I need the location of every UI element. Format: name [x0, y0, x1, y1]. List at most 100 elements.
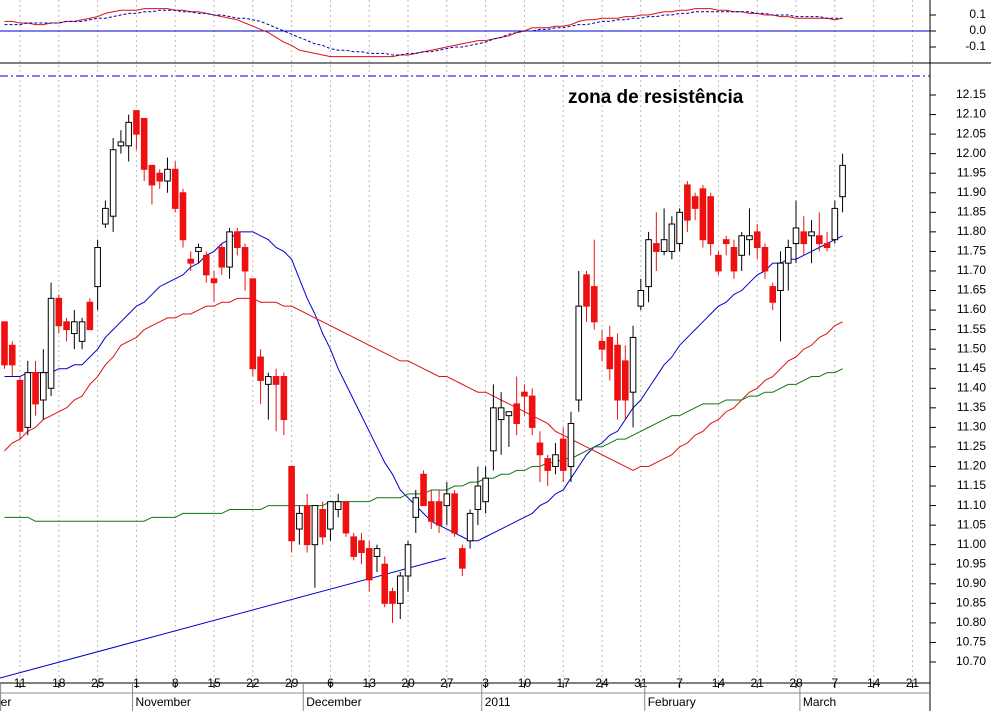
candle-body	[567, 422, 575, 467]
candle-body	[645, 239, 652, 288]
candle-body	[187, 258, 195, 264]
candle-body	[125, 121, 132, 147]
candle-body	[831, 207, 839, 241]
candle-body	[195, 247, 202, 252]
candle-body	[435, 501, 443, 526]
candle-body	[1, 321, 8, 366]
x-tick-label: 15	[207, 676, 221, 690]
candle-body	[16, 379, 24, 432]
candle-body	[389, 591, 396, 604]
moving-average	[4, 231, 843, 542]
candle-body	[521, 391, 528, 397]
y-tick-label: 11.85	[957, 204, 986, 218]
y-tick-label: 11.15	[957, 478, 986, 492]
candle-body	[420, 473, 427, 507]
candle-body	[109, 149, 117, 217]
candle-body	[753, 231, 761, 249]
y2-tick-label: 0.0	[969, 23, 986, 37]
candle-body	[761, 247, 769, 272]
candle-body	[303, 505, 311, 546]
y-tick-label: 10.95	[956, 556, 986, 570]
candle-body	[451, 493, 458, 534]
y-tick-label: 12.00	[956, 146, 986, 160]
candle-body	[699, 188, 707, 241]
x-tick-label: 22	[246, 676, 260, 690]
candle-body	[117, 141, 125, 147]
x-tick-label: 7	[831, 676, 838, 690]
candle-body	[715, 254, 722, 272]
candle-body	[78, 321, 86, 342]
x-tick-label: 17	[557, 676, 571, 690]
candle-body	[614, 344, 621, 401]
y-tick-label: 10.85	[956, 596, 986, 610]
candle-body	[94, 247, 101, 288]
candle-body	[575, 305, 583, 401]
candle-body	[210, 278, 218, 284]
candle-body	[691, 196, 699, 209]
annotation: zona de resistência	[568, 87, 744, 108]
x-tick-label: 24	[595, 676, 609, 690]
x-tick-label: 14	[867, 676, 881, 690]
candle-body	[823, 243, 831, 249]
candle-body	[32, 372, 39, 405]
x-tick-label: 31	[634, 676, 648, 690]
candle-body	[707, 196, 714, 245]
y-tick-label: 11.10	[957, 498, 986, 512]
candle-body	[722, 239, 730, 245]
candle-body	[140, 117, 148, 170]
candle-body	[622, 360, 629, 401]
x-tick-label: 14	[712, 676, 726, 690]
y-tick-label: 11.25	[957, 439, 986, 453]
candle-body	[490, 407, 497, 452]
candle-body	[404, 544, 412, 577]
x-tick-label: 29	[285, 676, 299, 690]
y-tick-label: 11.45	[957, 361, 986, 375]
candle-body	[334, 501, 342, 510]
candle-body	[792, 227, 800, 245]
x-tick-label: 28	[789, 676, 803, 690]
candle-body	[71, 321, 78, 335]
candle-body	[381, 563, 389, 604]
x-tick-label: 20	[401, 676, 415, 690]
candle-body	[8, 344, 16, 366]
y-tick-label: 11.55	[957, 322, 986, 336]
candle-body	[808, 231, 815, 237]
x-tick-label: 6	[327, 676, 334, 690]
candle-body	[40, 372, 47, 401]
y-tick-label: 12.05	[956, 126, 986, 140]
candle-body	[63, 321, 70, 331]
candle-body	[653, 243, 660, 252]
y-tick-label: 11.00	[957, 537, 986, 551]
candle-body	[536, 442, 544, 456]
y-tick-label: 11.75	[957, 244, 986, 258]
candle-body	[590, 286, 598, 323]
y2-tick-label: 0.1	[969, 7, 986, 21]
moving-average	[4, 297, 843, 471]
candle-body	[202, 254, 210, 276]
candle-body	[412, 497, 420, 518]
x-tick-label: 21	[751, 676, 765, 690]
candle-body	[459, 548, 466, 569]
candle-body	[497, 407, 505, 421]
candle-body	[296, 512, 303, 530]
y-tick-label: 11.35	[957, 400, 986, 414]
x-tick-label: 25	[91, 676, 105, 690]
candle-body	[265, 376, 272, 385]
month-label: March	[803, 695, 836, 709]
candle-body	[179, 192, 187, 241]
month-label: February	[648, 695, 696, 709]
x-tick-label: 10	[518, 676, 532, 690]
x-tick-label: 13	[363, 676, 377, 690]
candle-body	[365, 548, 373, 581]
candle-body	[676, 211, 683, 245]
candle-body	[257, 356, 264, 381]
y-tick-label: 10.75	[956, 635, 986, 649]
y-tick-label: 11.05	[957, 517, 986, 531]
candle-body	[730, 247, 738, 272]
candle-body	[598, 340, 606, 350]
candle-body	[660, 239, 668, 252]
candle-body	[102, 207, 109, 225]
candle-body	[342, 501, 350, 534]
x-tick-label: 8	[172, 676, 179, 690]
